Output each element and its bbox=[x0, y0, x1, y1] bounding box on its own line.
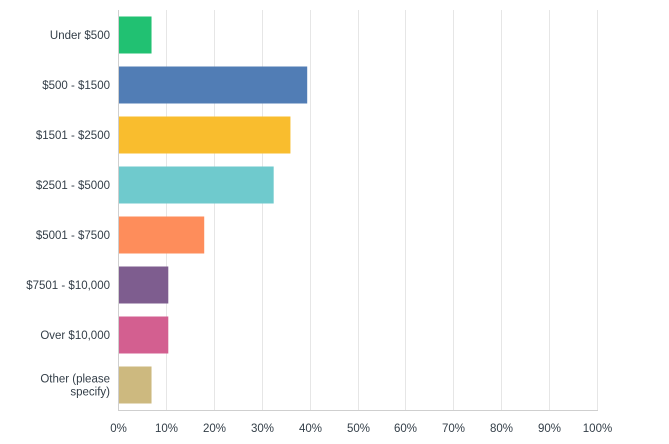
category-label: $5001 - $7500 bbox=[36, 230, 110, 242]
x-tick-label: 50% bbox=[347, 423, 370, 435]
category-label: Under $500 bbox=[50, 30, 110, 42]
x-tick-label: 90% bbox=[538, 423, 561, 435]
bars bbox=[118, 16, 308, 404]
x-tick-label: 10% bbox=[155, 423, 178, 435]
x-tick-label: 20% bbox=[203, 423, 226, 435]
bar bbox=[118, 266, 169, 304]
category-label: $500 - $1500 bbox=[42, 80, 110, 92]
x-tick-label: 70% bbox=[442, 423, 465, 435]
bar bbox=[118, 366, 152, 404]
bar bbox=[118, 116, 291, 154]
bar bbox=[118, 166, 274, 204]
category-label: Other (please specify) bbox=[40, 374, 110, 399]
bar bbox=[118, 66, 308, 104]
bar bbox=[118, 216, 205, 254]
x-tick-label: 80% bbox=[490, 423, 513, 435]
category-label: $2501 - $5000 bbox=[36, 180, 110, 192]
category-label: $7501 - $10,000 bbox=[26, 280, 110, 292]
x-tick-label: 40% bbox=[299, 423, 322, 435]
bar bbox=[118, 316, 169, 354]
x-tick-label: 0% bbox=[110, 423, 127, 435]
bar bbox=[118, 16, 152, 54]
x-tick-label: 100% bbox=[583, 423, 612, 435]
x-tick-label: 30% bbox=[251, 423, 274, 435]
category-label: $1501 - $2500 bbox=[36, 130, 110, 142]
category-label: Over $10,000 bbox=[40, 330, 110, 342]
x-tick-label: 60% bbox=[394, 423, 417, 435]
x-axis-tick-labels: 0% 10% 20% 30% 40% 50% 60% 70% 80% 90% 100% bbox=[110, 423, 612, 435]
category-labels: Under $500 $500 - $1500 $1501 - $2500 $2501… bbox=[26, 30, 110, 399]
